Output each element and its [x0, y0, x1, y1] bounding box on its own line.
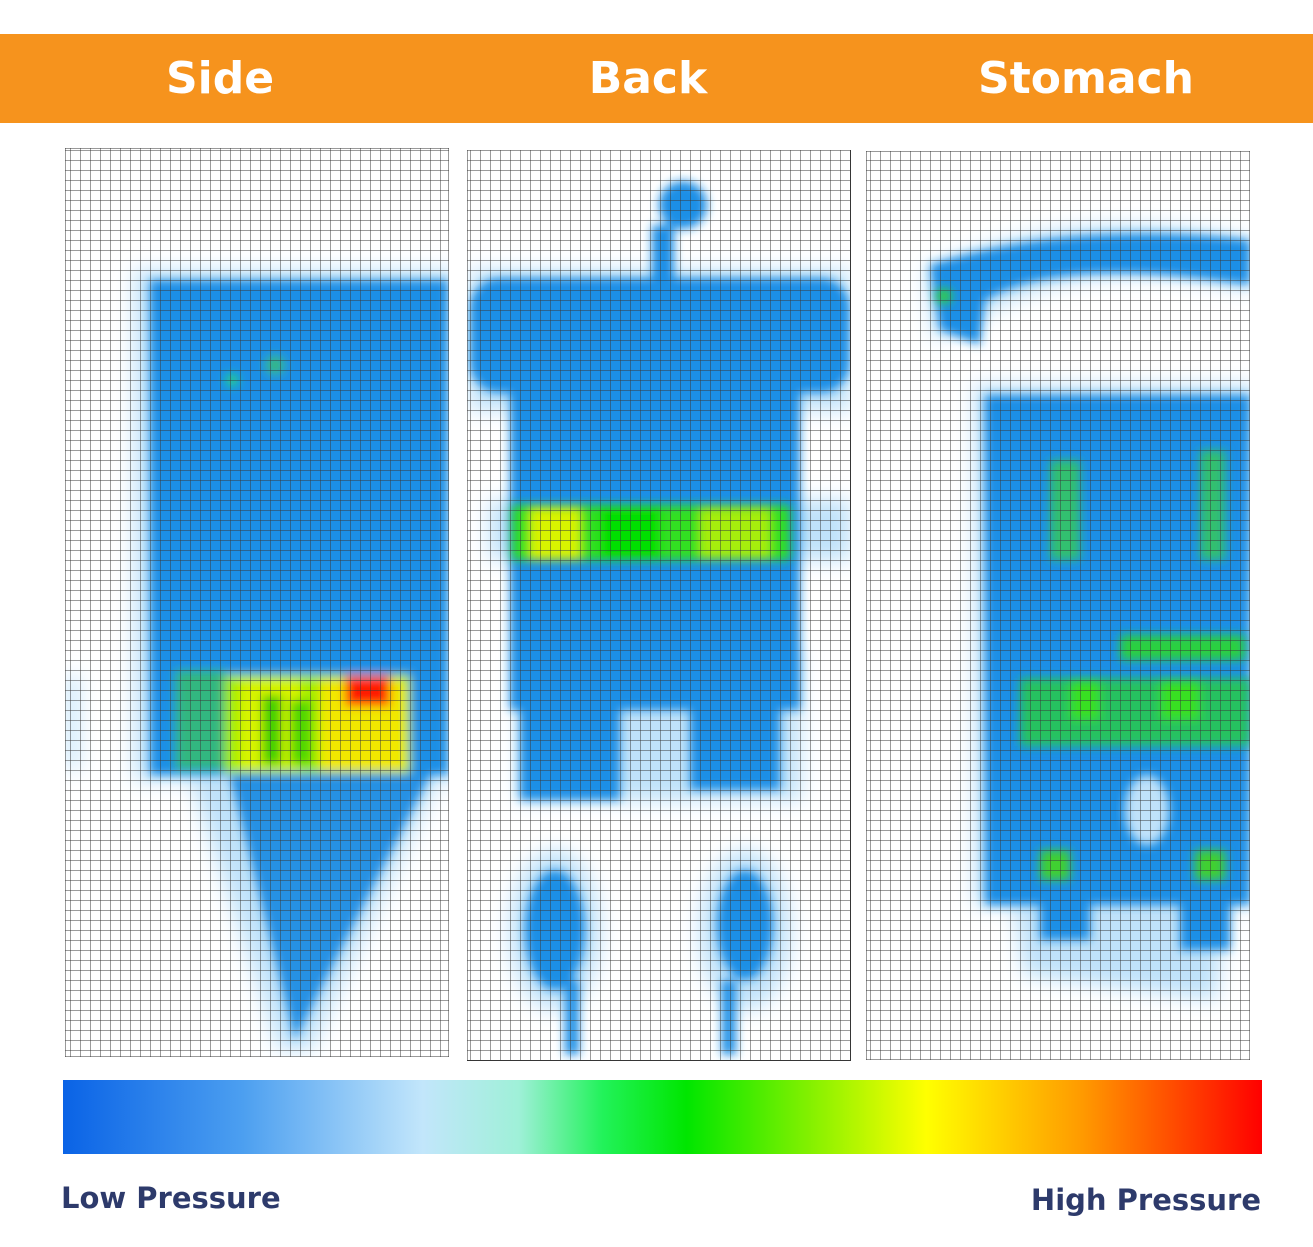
stomach-pressure-map [866, 151, 1250, 1060]
pressure-scale-bar [63, 1080, 1262, 1154]
position-label: Stomach [978, 53, 1194, 104]
side-pressure-map [65, 148, 449, 1057]
position-label: Side [166, 53, 274, 104]
legend-high-label: High Pressure [1031, 1183, 1261, 1217]
header-band [0, 34, 1313, 123]
back-pressure-map [467, 150, 851, 1061]
position-label: Back [589, 53, 709, 104]
legend-low-label: Low Pressure [61, 1181, 281, 1215]
